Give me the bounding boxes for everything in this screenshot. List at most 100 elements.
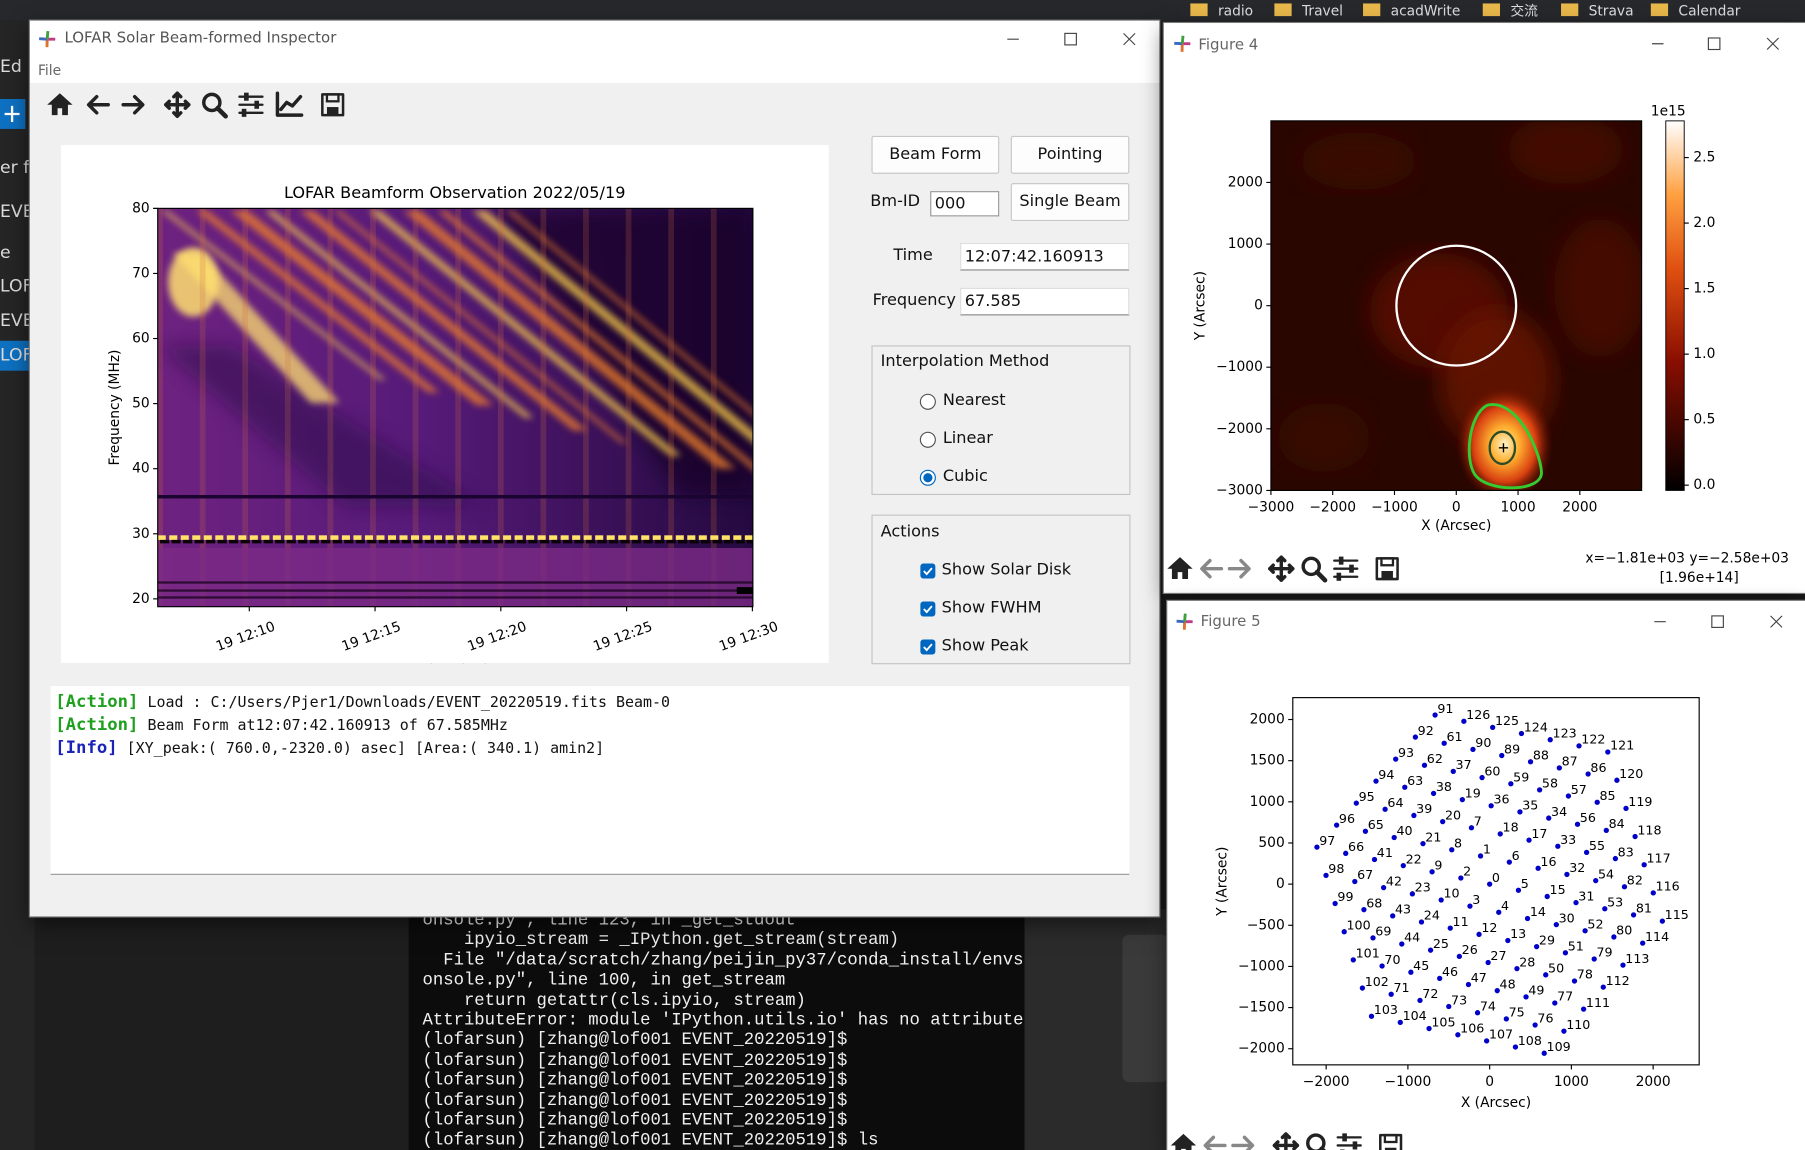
beam-dot (1402, 784, 1408, 790)
toolbar-button[interactable] (1170, 1133, 1197, 1150)
radio-label: Nearest (942, 391, 1006, 410)
bookmark[interactable]: Strava (1589, 4, 1634, 20)
beam-dot (1574, 821, 1581, 827)
toolbar-button[interactable] (86, 94, 110, 115)
beam-label: 107 (1489, 1027, 1513, 1042)
icon-shape (275, 91, 304, 117)
rfi-band (505, 539, 515, 544)
toolbar-button[interactable] (1272, 1132, 1300, 1150)
maximize-button[interactable] (1064, 32, 1077, 46)
bookmark[interactable]: Calendar (1678, 4, 1740, 20)
beam-label: 59 (1513, 769, 1529, 784)
terminal-line: ipyio_stream = _IPython.get_stream(strea… (422, 930, 900, 951)
maximize-button[interactable] (1707, 37, 1721, 51)
toolbar-button[interactable] (1227, 558, 1251, 579)
toolbar-button[interactable] (1333, 556, 1359, 581)
beam-label: 111 (1586, 995, 1610, 1010)
button[interactable]: Single Beam (1010, 183, 1130, 222)
rfi-band (698, 535, 707, 540)
rfi-band (434, 535, 443, 540)
beam-dot (1621, 884, 1628, 890)
button[interactable]: Beam Form (871, 135, 1000, 174)
time-input[interactable]: 12:07:42.160913 (960, 242, 1130, 271)
close-button[interactable] (1770, 615, 1783, 628)
app-icon (1183, 613, 1187, 622)
beam-dot (1600, 984, 1606, 990)
terminal-line: (lofarsun) [zhang@lof001 EVENT_20220519]… (422, 1030, 848, 1051)
y-axis-label: Y (Arcsec) (1193, 271, 1209, 341)
beam-label: 18 (1503, 820, 1519, 835)
icon-shape (1383, 1133, 1398, 1144)
y-tick-label: 80 (132, 200, 150, 216)
beam-label: 36 (1493, 791, 1509, 806)
beam-dot (1352, 878, 1358, 885)
toolbar-button[interactable] (1306, 1133, 1330, 1150)
toolbar-button[interactable] (321, 93, 345, 117)
menu-bar (29, 57, 1160, 83)
frequency-input[interactable]: 67.585 (960, 287, 1130, 316)
beam-dot (1576, 743, 1582, 749)
rfi-band (620, 539, 630, 544)
toolbar-button[interactable] (1375, 557, 1399, 581)
rfi-band (664, 535, 673, 540)
toolbar-button[interactable] (164, 91, 191, 118)
beam-label: 104 (1403, 1008, 1427, 1023)
rfi-band (629, 535, 638, 540)
toolbar-button[interactable] (275, 91, 304, 117)
toolbar-button[interactable] (1203, 1135, 1227, 1150)
rfi-band (618, 535, 627, 540)
toolbar-button[interactable] (238, 92, 264, 117)
beam-dot (1380, 885, 1387, 891)
beam-label: 124 (1524, 719, 1548, 734)
toolbar-button[interactable] (1379, 1133, 1403, 1150)
beam-dot (1323, 872, 1329, 878)
icon-shape (1167, 557, 1193, 580)
rfi-band (733, 535, 742, 540)
checkbox[interactable] (920, 563, 936, 579)
maximize-button[interactable] (1711, 615, 1724, 628)
beam-select[interactable]: 000 (930, 191, 1000, 217)
rfi-band (724, 539, 734, 544)
y-tick-label: −1500 (1238, 1000, 1285, 1016)
bookmark[interactable]: radio (1218, 4, 1253, 20)
bookmark[interactable]: acadWrite (1391, 4, 1461, 20)
close-button[interactable] (1766, 37, 1780, 50)
beam-label: 96 (1339, 811, 1355, 826)
toolbar-button[interactable] (1268, 555, 1295, 582)
radio-button[interactable] (919, 431, 936, 448)
icon-shape (1336, 572, 1342, 581)
checkbox[interactable] (920, 601, 936, 617)
beam-dot (1390, 913, 1396, 919)
toolbar-button[interactable] (1301, 556, 1328, 583)
bookmark[interactable]: Travel (1301, 4, 1343, 20)
title-bar (29, 20, 1160, 58)
beam-dot (1535, 865, 1541, 871)
toolbar-button[interactable] (121, 94, 145, 115)
x-axis-label: X (Arcsec) (1421, 518, 1491, 534)
menu-item[interactable]: File (37, 62, 62, 79)
checkbox[interactable] (920, 639, 936, 655)
toolbar-button[interactable] (1200, 558, 1224, 579)
terminal: onsole.py", line 123, in _get_stdout ipy… (408, 909, 1025, 1150)
icon-shape (121, 94, 145, 115)
beam-dot (1409, 891, 1416, 897)
beam-label: 68 (1366, 895, 1382, 910)
beam-dot (1429, 869, 1435, 875)
x-axis-label: X (Arcsec) (1461, 1095, 1531, 1111)
toolbar-button[interactable] (202, 92, 228, 119)
toolbar-button[interactable] (1167, 557, 1193, 580)
beam-dot (1399, 941, 1405, 947)
beam-dot (1373, 778, 1379, 784)
bookmark[interactable]: 交流 (1510, 3, 1538, 20)
rfi-band (689, 539, 699, 544)
log-text: [XY_peak:( 760.0,-2320.0) asec] [Area:( … (126, 740, 605, 758)
button[interactable]: Pointing (1010, 135, 1130, 174)
toolbar-button[interactable] (1336, 1133, 1362, 1150)
toolbar-button[interactable] (1231, 1135, 1255, 1150)
icon-shape (47, 93, 73, 116)
close-button[interactable] (1123, 32, 1136, 46)
y-tick-label: 40 (132, 461, 150, 477)
toolbar-button[interactable] (47, 93, 73, 116)
beam-dot (1562, 950, 1569, 956)
radio-button[interactable] (919, 393, 936, 410)
